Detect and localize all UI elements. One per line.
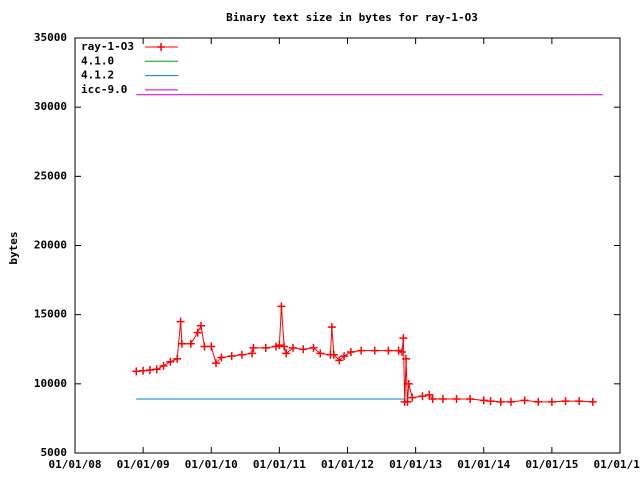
- y-tick-label: 30000: [34, 100, 67, 113]
- point-marker: [486, 397, 495, 406]
- point-marker: [428, 395, 437, 404]
- point-marker: [227, 352, 236, 361]
- point-marker: [466, 395, 475, 404]
- series-line: [136, 306, 593, 403]
- legend-label: ray-1-O3: [81, 40, 134, 53]
- point-marker: [398, 348, 406, 357]
- point-marker: [329, 350, 338, 359]
- y-axis-label: bytes: [7, 231, 20, 264]
- point-marker: [217, 353, 226, 362]
- point-marker: [152, 365, 161, 374]
- point-marker: [207, 342, 216, 351]
- point-marker: [173, 354, 182, 363]
- point-marker: [403, 397, 412, 406]
- point-marker: [346, 348, 355, 357]
- point-marker: [309, 343, 318, 352]
- point-marker: [177, 339, 186, 348]
- x-tick-label: 01/01/15: [525, 458, 578, 471]
- point-marker: [237, 350, 246, 359]
- point-marker: [588, 397, 597, 406]
- point-marker: [186, 339, 195, 348]
- x-tick-label: 01/01/13: [389, 458, 442, 471]
- point-marker: [534, 397, 543, 406]
- point-marker: [340, 352, 349, 361]
- point-marker: [316, 349, 325, 358]
- point-marker: [561, 397, 570, 406]
- point-marker: [438, 395, 447, 404]
- point-marker: [399, 334, 408, 343]
- point-marker: [197, 321, 206, 330]
- x-tick-label: 01/01/09: [117, 458, 170, 471]
- point-marker: [418, 392, 427, 401]
- point-marker: [547, 397, 556, 406]
- point-marker: [507, 397, 515, 406]
- legend-label: 4.1.0: [81, 54, 114, 67]
- x-tick-label: 01/01/11: [253, 458, 306, 471]
- point-marker: [280, 342, 289, 351]
- point-marker: [402, 354, 411, 363]
- x-tick-label: 01/01/16: [594, 458, 640, 471]
- point-marker: [408, 393, 417, 402]
- plot-frame: [74, 37, 621, 454]
- x-tick-label: 01/01/08: [49, 458, 102, 471]
- point-marker: [176, 317, 185, 326]
- point-marker: [282, 349, 291, 358]
- point-marker: [452, 395, 461, 404]
- point-marker: [384, 346, 393, 355]
- point-marker: [261, 343, 270, 352]
- y-tick-label: 5000: [41, 446, 68, 459]
- point-marker: [212, 359, 221, 368]
- x-tick-label: 01/01/14: [457, 458, 510, 471]
- y-tick-label: 20000: [34, 239, 67, 252]
- point-marker: [299, 345, 308, 354]
- y-tick-label: 15000: [34, 308, 67, 321]
- point-marker: [327, 323, 336, 332]
- point-marker: [370, 346, 379, 355]
- point-marker: [200, 342, 209, 351]
- legend-label: icc-9.0: [81, 83, 127, 96]
- point-marker: [159, 361, 168, 370]
- legend-label: 4.1.2: [81, 69, 114, 82]
- point-marker: [277, 302, 286, 311]
- point-marker: [289, 343, 297, 352]
- point-marker: [575, 397, 584, 406]
- point-marker: [248, 349, 257, 358]
- point-marker: [425, 390, 434, 399]
- point-marker: [132, 367, 141, 376]
- point-marker: [139, 366, 148, 375]
- y-tick-label: 10000: [34, 377, 67, 390]
- point-marker: [335, 356, 344, 365]
- point-marker: [479, 396, 488, 405]
- point-marker: [404, 379, 413, 388]
- point-marker: [193, 328, 202, 337]
- point-marker: [357, 346, 366, 355]
- point-marker: [166, 357, 175, 366]
- point-marker: [249, 343, 258, 352]
- point-marker: [496, 397, 505, 406]
- chart-title: Binary text size in bytes for ray-1-O3: [226, 11, 478, 24]
- point-marker: [520, 396, 529, 405]
- x-tick-label: 01/01/12: [321, 458, 374, 471]
- x-tick-label: 01/01/10: [185, 458, 238, 471]
- point-marker: [275, 341, 284, 350]
- y-tick-label: 25000: [34, 169, 67, 182]
- point-marker: [145, 366, 154, 374]
- y-tick-label: 35000: [34, 31, 67, 44]
- legend-marker: [157, 43, 165, 51]
